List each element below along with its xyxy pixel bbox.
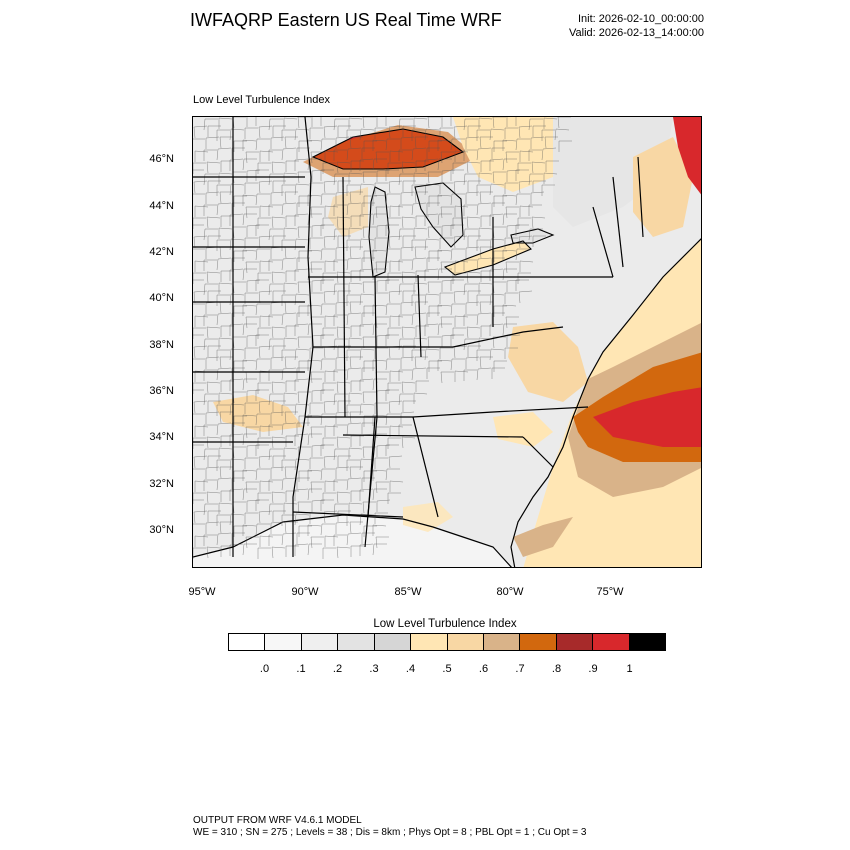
- legend-swatch: [374, 634, 412, 650]
- legend-tick-label: .4: [405, 663, 416, 675]
- state-boundaries: [193, 117, 644, 557]
- map-title: IWFAQRP Eastern US Real Time WRF: [190, 10, 502, 30]
- lon-label: 95°W: [188, 586, 216, 598]
- legend-swatch: [411, 634, 448, 650]
- legend-tick-label: .5: [442, 663, 452, 675]
- model-info: OUTPUT FROM WRF V4.6.1 MODEL: [193, 815, 362, 826]
- lon-label: 90°W: [291, 586, 319, 598]
- lat-label: 30°N: [149, 524, 174, 536]
- legend-tick-label: .9: [588, 663, 598, 675]
- legend-tick-label: .6: [478, 663, 489, 675]
- gulf-stream-tan: [513, 517, 573, 557]
- lat-label: 46°N: [149, 153, 174, 165]
- gulfcoast-tan: [403, 502, 453, 532]
- lat-label: 36°N: [149, 385, 174, 397]
- lat-label: 32°N: [149, 478, 174, 490]
- legend-swatch: [447, 634, 484, 650]
- model-config: WE = 310 ; SN = 275 ; Levels = 38 ; Dis …: [193, 827, 587, 838]
- legend-swatch: [301, 634, 339, 650]
- carolina-tan: [493, 412, 553, 447]
- legend-swatch: [229, 634, 266, 650]
- turbulence-map: [193, 117, 701, 567]
- init-time: Init: 2026-02-10_00:00:00: [578, 13, 704, 25]
- legend-swatch: [593, 634, 630, 650]
- northeast-coastline: [587, 238, 701, 380]
- color-legend-bar: [228, 633, 666, 651]
- atlantic-red-band: [593, 387, 701, 447]
- legend-tick-label: .7: [515, 663, 525, 675]
- lon-label: 80°W: [496, 586, 524, 598]
- canada-light: [553, 117, 673, 227]
- legend-tick-label: .1: [296, 663, 306, 675]
- map-panel: [192, 116, 702, 568]
- legend-swatch: [483, 634, 521, 650]
- lake-michigan: [369, 187, 389, 277]
- legend-tick-label: 1: [626, 663, 633, 675]
- canada-tan: [453, 117, 553, 192]
- legend-tick-label: .0: [259, 663, 270, 675]
- legend-swatch: [629, 634, 666, 650]
- lat-label: 40°N: [149, 292, 174, 304]
- legend-swatch: [520, 634, 557, 650]
- legend-swatch: [556, 634, 594, 650]
- legend-tick-label: .8: [551, 663, 562, 675]
- lat-label: 44°N: [149, 200, 174, 212]
- virginia-tan: [508, 322, 588, 402]
- legend-title: Low Level Turbulence Index: [373, 618, 517, 630]
- lon-label: 75°W: [596, 586, 624, 598]
- legend-tick-label: .3: [369, 663, 379, 675]
- atlantic-coastline: [510, 378, 589, 567]
- lat-label: 34°N: [149, 431, 174, 443]
- legend-tick-label: .2: [332, 663, 343, 675]
- legend-swatch: [265, 634, 302, 650]
- panel-title: Low Level Turbulence Index: [193, 94, 330, 106]
- county-boundaries: [193, 117, 572, 559]
- lat-label: 42°N: [149, 246, 174, 258]
- legend-swatch: [338, 634, 375, 650]
- wisconsin-tan: [328, 187, 368, 237]
- valid-time: Valid: 2026-02-13_14:00:00: [569, 27, 704, 39]
- maine-tan: [633, 137, 693, 237]
- northeast-red: [673, 117, 701, 195]
- lon-label: 85°W: [394, 586, 422, 598]
- lat-label: 38°N: [149, 339, 174, 351]
- gulf-coastline: [193, 514, 512, 567]
- lake-erie: [445, 241, 531, 275]
